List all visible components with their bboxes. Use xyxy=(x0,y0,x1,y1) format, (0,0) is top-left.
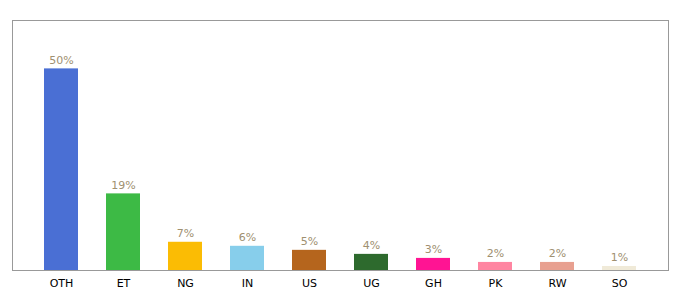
svg-text:PK: PK xyxy=(489,277,504,290)
svg-text:4%: 4% xyxy=(363,239,380,252)
svg-text:2%: 2% xyxy=(549,247,566,260)
svg-text:7%: 7% xyxy=(177,227,194,240)
svg-text:19%: 19% xyxy=(111,179,135,192)
svg-text:1%: 1% xyxy=(611,251,628,264)
svg-text:US: US xyxy=(302,277,317,290)
svg-text:IN: IN xyxy=(242,277,253,290)
svg-text:OTH: OTH xyxy=(50,277,74,290)
svg-text:RW: RW xyxy=(548,277,566,290)
svg-text:50%: 50% xyxy=(49,54,73,67)
svg-text:SO: SO xyxy=(612,277,628,290)
svg-text:UG: UG xyxy=(363,277,380,290)
svg-text:NG: NG xyxy=(177,277,194,290)
svg-text:5%: 5% xyxy=(301,235,318,248)
svg-text:3%: 3% xyxy=(425,243,442,256)
svg-text:6%: 6% xyxy=(239,231,256,244)
svg-text:GH: GH xyxy=(425,277,442,290)
svg-text:ET: ET xyxy=(117,277,131,290)
svg-text:2%: 2% xyxy=(487,247,504,260)
